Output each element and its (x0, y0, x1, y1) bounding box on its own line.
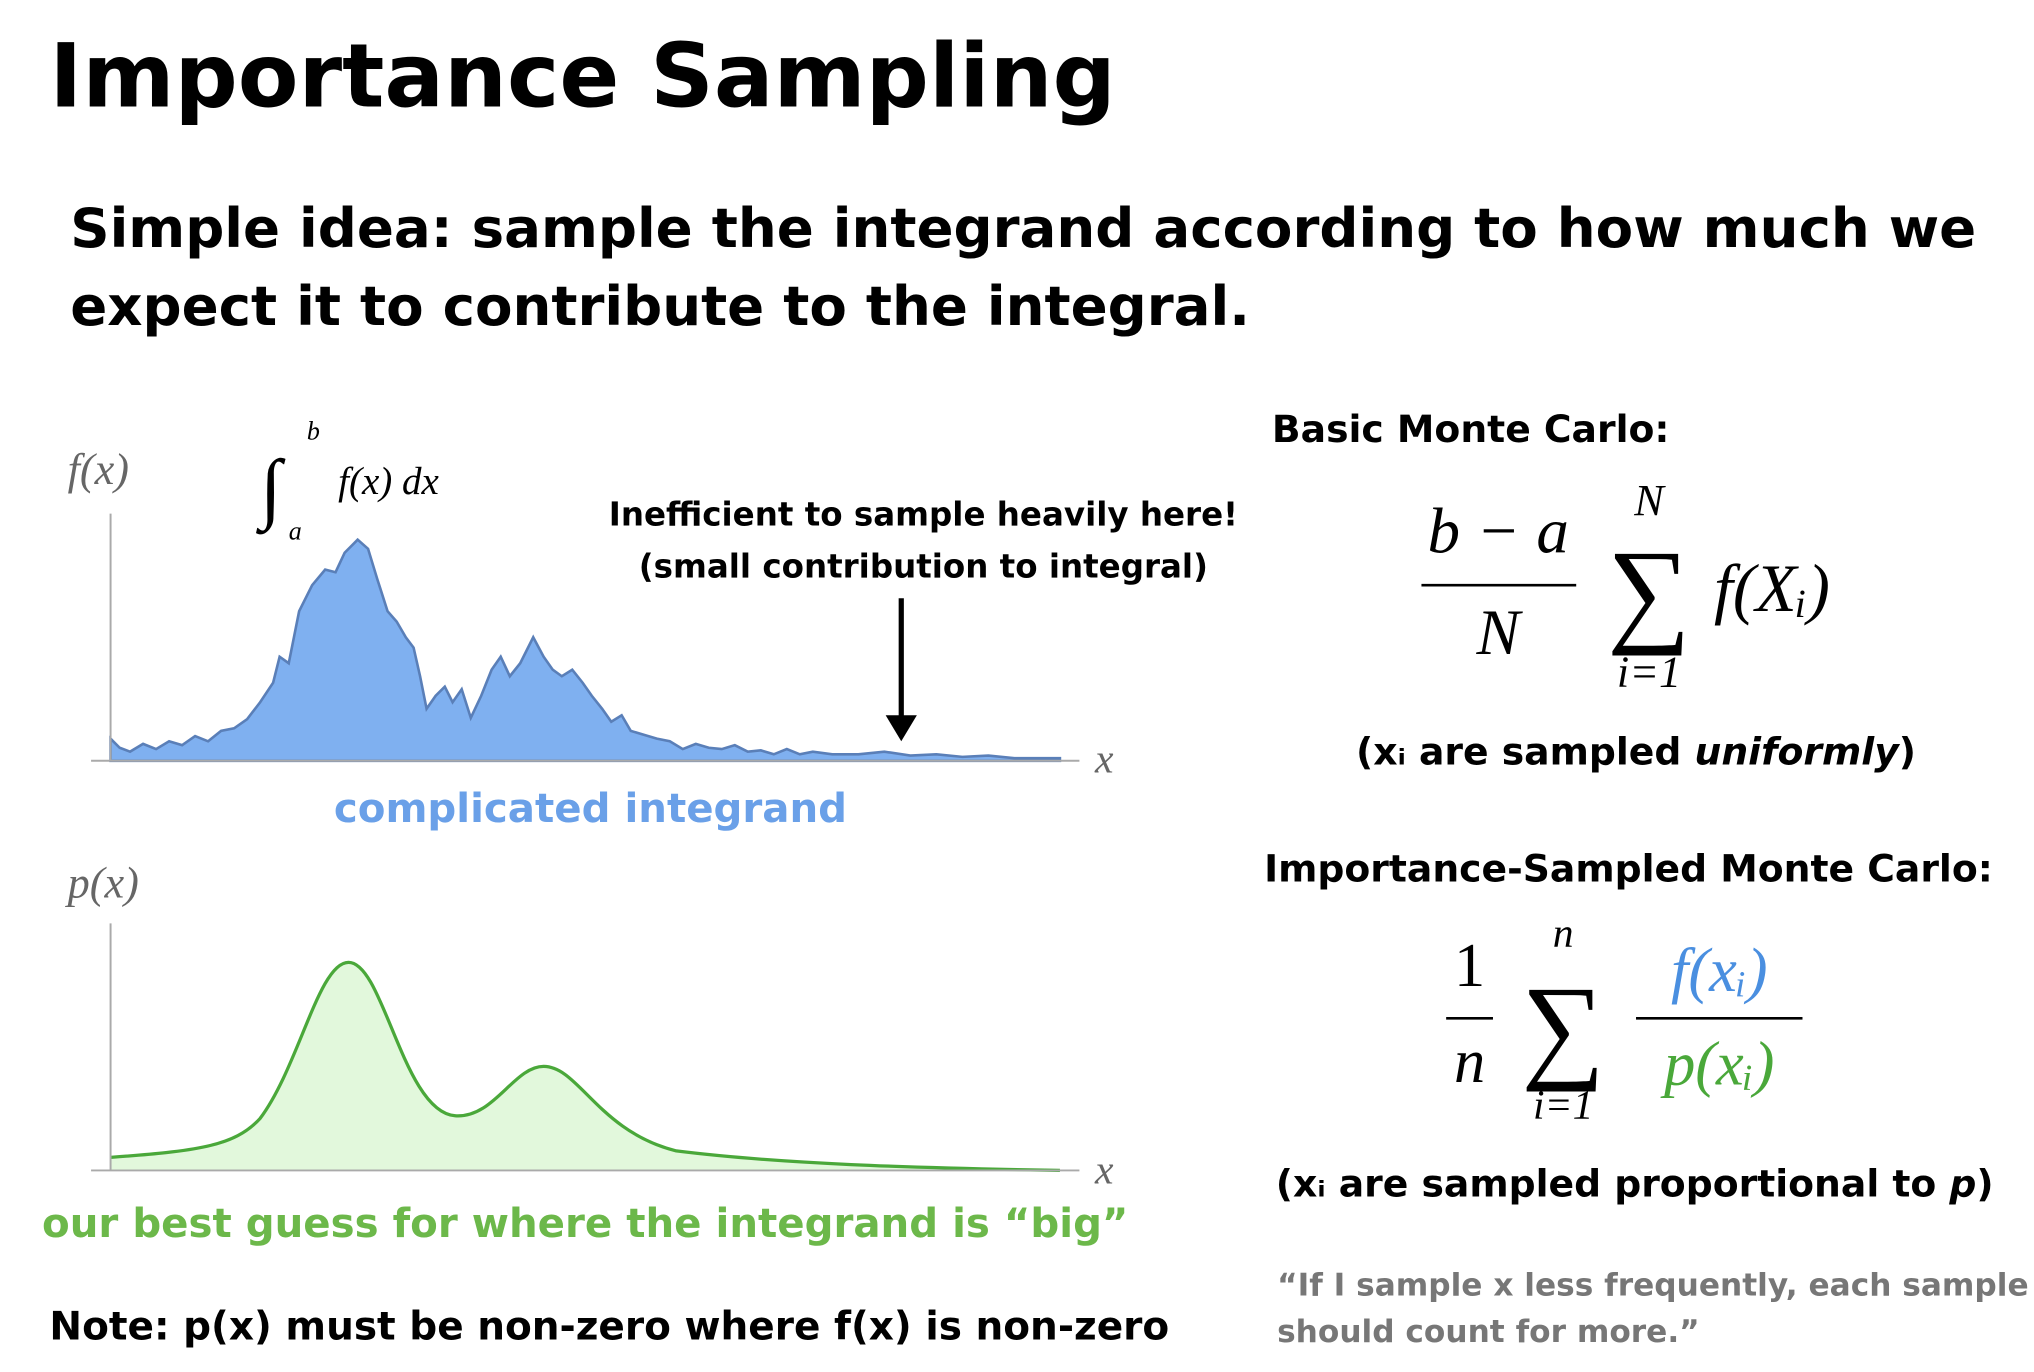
caption: (xᵢ are sampled proportional to p) (1276, 1161, 1994, 1205)
caption-emphasis: uniformly (1694, 730, 1900, 774)
density-curve (110, 960, 1060, 1173)
quote: should count for more.” (1277, 1314, 1700, 1350)
integral-sign: ∫ (255, 444, 286, 535)
caption-text: (xᵢ are sampled proportional to (1276, 1161, 1950, 1205)
sum-symbol: ∑ (1521, 963, 1604, 1092)
caption: our best guess for where the integrand i… (42, 1200, 1128, 1247)
caption-text: (xᵢ are sampled (1356, 730, 1694, 774)
y-axis-label: f(x) (68, 445, 129, 494)
sum-symbol: ∑ (1607, 528, 1690, 657)
annotation: (small contribution to integral) (639, 547, 1208, 585)
frac-denominator: p(xᵢ) (1660, 1029, 1774, 1099)
integral-lower: a (289, 517, 302, 546)
annotation: Inefficient to sample heavily here! (609, 495, 1238, 533)
x-axis-label: x (1094, 1147, 1114, 1193)
arrow-head (885, 715, 917, 742)
heading: Basic Monte Carlo: (1272, 407, 1670, 451)
denominator: N (1475, 597, 1523, 669)
x-axis-label: x (1094, 736, 1114, 782)
sum-lower: i=1 (1617, 648, 1681, 697)
sum-lower: i=1 (1533, 1082, 1593, 1128)
caption-text: ) (1899, 730, 1916, 774)
caption: complicated integrand (334, 785, 847, 832)
subtitle-line: expect it to contribute to the integral. (70, 274, 1250, 338)
caption-emphasis: p (1948, 1161, 1976, 1205)
quote: “If I sample x less frequently, each sam… (1277, 1267, 2029, 1303)
note: Note: p(x) must be non-zero where f(x) i… (49, 1304, 1169, 1349)
sum-upper: n (1553, 911, 1574, 957)
subtitle-line: Simple idea: sample the integrand accord… (70, 196, 1976, 260)
y-axis-label: p(x) (65, 858, 139, 907)
integral-upper: b (307, 417, 320, 446)
caption: (xᵢ are sampled uniformly) (1356, 730, 1916, 774)
frac-numerator: f(xᵢ) (1671, 935, 1767, 1005)
coef-numerator: 1 (1454, 930, 1485, 1000)
heading: Importance-Sampled Monte Carlo: (1264, 847, 1993, 891)
integrand-curve (109, 537, 1062, 763)
summand: f(Xᵢ) (1714, 551, 1830, 626)
numerator: b − a (1427, 496, 1568, 568)
caption-text: ) (1976, 1161, 1993, 1205)
integrand: f(x) dx (338, 460, 439, 503)
density-area (110, 962, 1060, 1171)
sum-upper: N (1633, 476, 1666, 525)
title: Importance Sampling (49, 25, 1115, 128)
coef-denominator: n (1454, 1026, 1485, 1096)
